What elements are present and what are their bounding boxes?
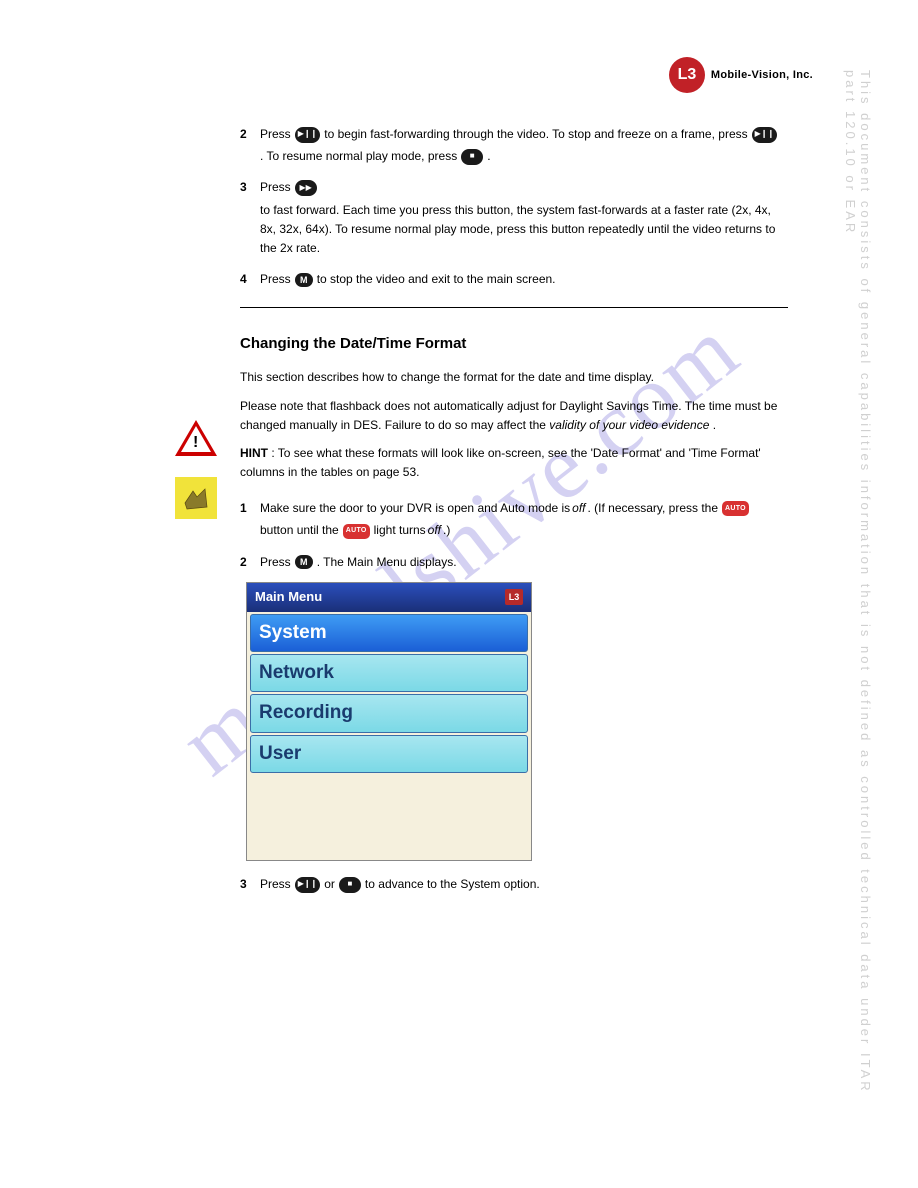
step-text: to fast forward. Each time you press thi… <box>260 201 788 259</box>
text: Make sure the door to your DVR is open a… <box>260 499 570 518</box>
step-number: 3 <box>240 875 260 894</box>
step-number: 3 <box>240 178 260 197</box>
menu-item-network[interactable]: Network <box>250 654 528 692</box>
step-2: 2 Press ▶❙❙ to begin fast-forwarding thr… <box>240 125 788 166</box>
step-4: 4 Press M to stop the video and exit to … <box>240 270 788 289</box>
step-text: to begin fast-forwarding through the vid… <box>324 125 747 144</box>
header: Mobile-Vision, Inc. <box>669 55 813 95</box>
brand-label: Mobile-Vision, Inc. <box>711 69 813 81</box>
step-number: 2 <box>240 553 260 572</box>
emphasis: off <box>428 521 441 540</box>
hint-icon <box>175 477 217 519</box>
play-pause-icon: ▶❙❙ <box>752 127 778 143</box>
emphasis: off <box>572 499 585 518</box>
auto-button-icon: AUTO <box>722 501 749 516</box>
step-text: Press <box>260 125 291 144</box>
paragraph: This section describes how to change the… <box>240 368 788 387</box>
m-button-icon: M <box>295 555 313 569</box>
text: to advance to the System option. <box>365 875 540 894</box>
step-3: 3 Press ▶▶ to fast forward. Each time yo… <box>240 178 788 258</box>
warning-icon: ! <box>175 420 217 456</box>
menu-item-user[interactable]: User <box>250 735 528 773</box>
menu-title-bar: Main Menu L3 <box>247 583 531 612</box>
menu-item-recording[interactable]: Recording <box>250 694 528 732</box>
stop-icon: ■ <box>339 877 361 893</box>
step-text: . <box>487 147 490 166</box>
l3-logo-icon <box>669 57 705 93</box>
step-1b: 1 Make sure the door to your DVR is open… <box>240 499 788 540</box>
text: . (If necessary, press the <box>588 499 719 518</box>
step-text: to stop the video and exit to the main s… <box>317 270 556 289</box>
paragraph: Please note that flashback does not auto… <box>240 397 788 434</box>
menu-l3-logo-icon: L3 <box>505 589 523 605</box>
menu-list: System Network Recording User <box>247 614 531 774</box>
hint-label: HINT <box>240 446 268 460</box>
step-number: 1 <box>240 499 260 518</box>
side-disclaimer: This document consists of general capabi… <box>857 70 873 1130</box>
divider <box>240 307 788 308</box>
play-pause-icon: ▶❙❙ <box>295 127 321 143</box>
hint-paragraph: HINT : To see what these formats will lo… <box>240 444 788 481</box>
play-pause-icon: ▶❙❙ <box>295 877 321 893</box>
text: .) <box>443 521 450 540</box>
text: Press <box>260 553 291 572</box>
text: . The Main Menu displays. <box>317 553 457 572</box>
section-heading: Changing the Date/Time Format <box>240 332 788 356</box>
page: Mobile-Vision, Inc. manualshive.com This… <box>0 0 918 1188</box>
menu-title: Main Menu <box>255 587 322 608</box>
content: 2 Press ▶❙❙ to begin fast-forwarding thr… <box>240 125 788 900</box>
auto-light-icon: AUTO <box>343 524 370 539</box>
fast-forward-icon: ▶▶ <box>295 180 317 196</box>
stop-icon: ■ <box>461 149 483 165</box>
text: button until the <box>260 521 339 540</box>
text: or <box>324 875 335 894</box>
text: : To see what these formats will look li… <box>240 446 761 479</box>
step-text: Press <box>260 178 291 197</box>
step-number: 4 <box>240 270 260 289</box>
menu-item-system[interactable]: System <box>250 614 528 652</box>
step-text: Press <box>260 270 291 289</box>
step-number: 2 <box>240 125 260 144</box>
step-3b: 3 Press ▶❙❙ or ■ to advance to the Syste… <box>240 875 788 894</box>
text: light turns <box>374 521 426 540</box>
step-2b: 2 Press M . The Main Menu displays. <box>240 553 788 572</box>
text: . <box>713 418 716 432</box>
text: Press <box>260 875 291 894</box>
step-text: . To resume normal play mode, press <box>260 147 457 166</box>
m-button-icon: M <box>295 273 313 287</box>
menu-empty-area <box>247 775 531 860</box>
emphasis-text: validity of your video evidence <box>549 418 709 432</box>
main-menu-screenshot: Main Menu L3 System Network Recording Us… <box>246 582 532 861</box>
